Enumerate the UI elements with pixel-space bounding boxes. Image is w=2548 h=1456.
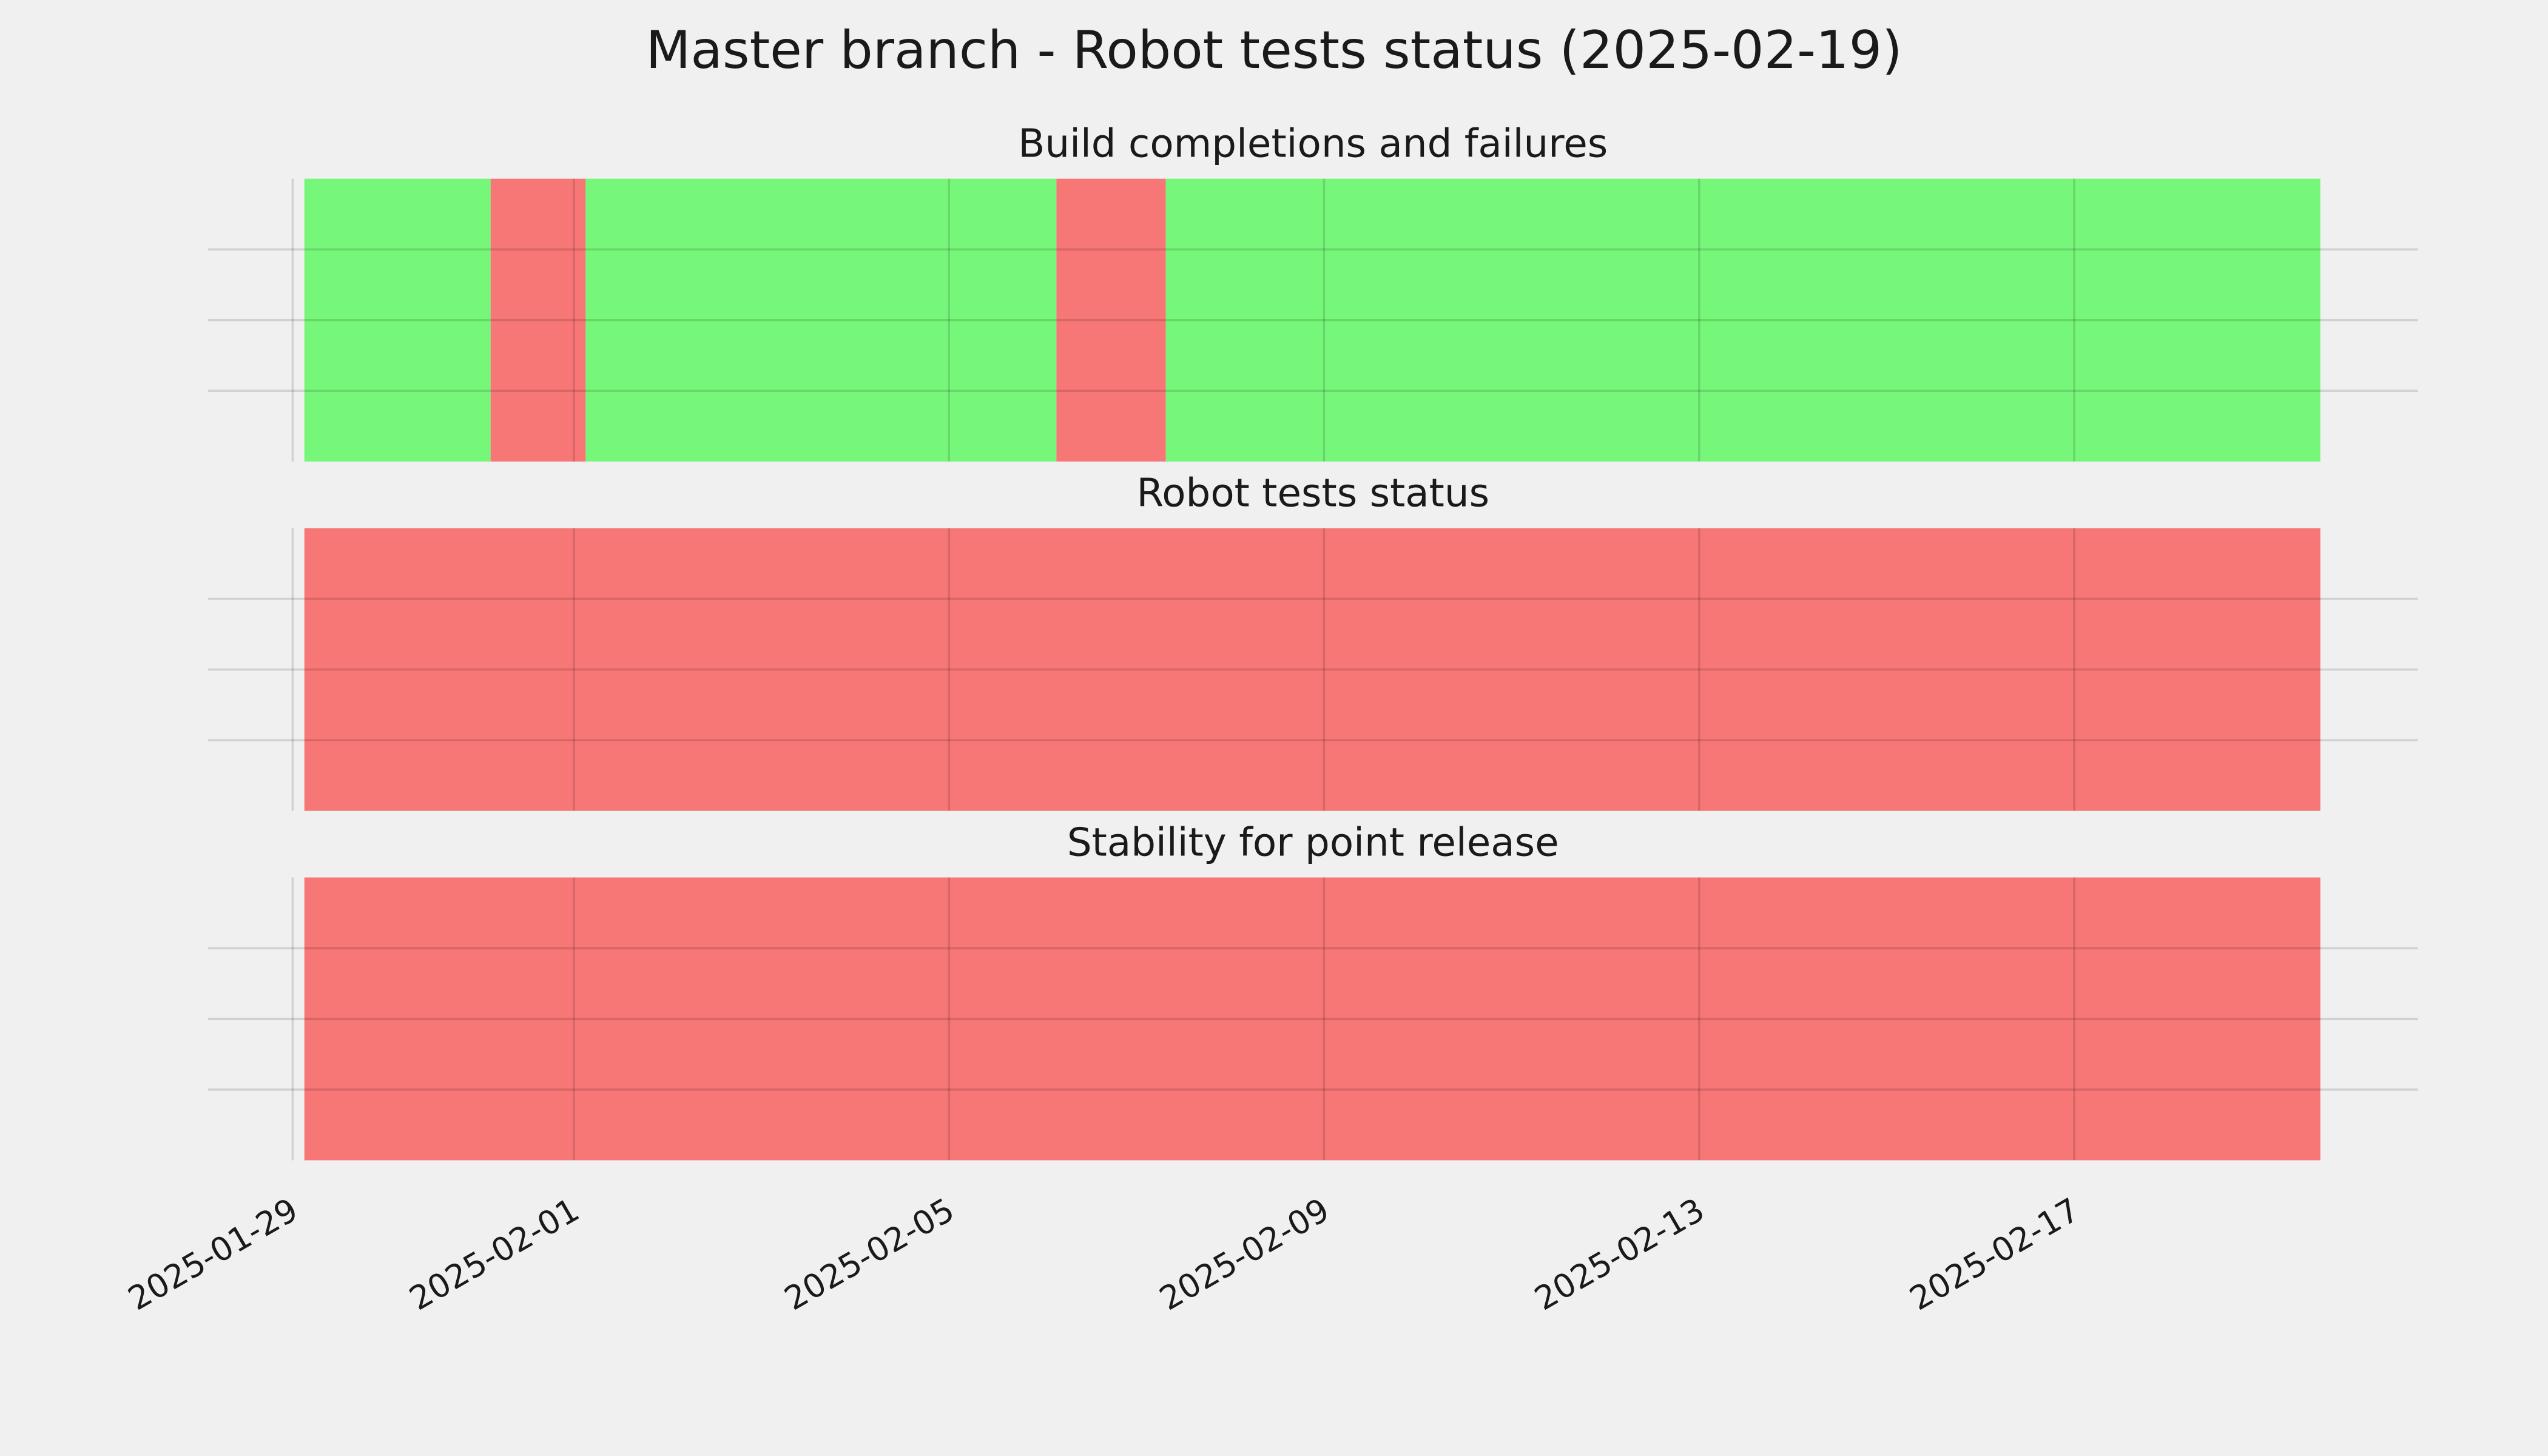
status-segment (304, 178, 491, 462)
panel-title: Stability for point release (1067, 820, 1559, 865)
status-segment (304, 528, 2320, 811)
panel-title: Robot tests status (1136, 471, 1489, 516)
status-segment (585, 178, 1057, 462)
chart-title: Master branch - Robot tests status (2025… (645, 20, 1902, 81)
panel-title: Build completions and failures (1018, 121, 1608, 167)
status-segment (1056, 178, 1166, 462)
status-segment (490, 178, 586, 462)
status-segment (1165, 178, 2320, 462)
status-segment (304, 877, 2320, 1161)
